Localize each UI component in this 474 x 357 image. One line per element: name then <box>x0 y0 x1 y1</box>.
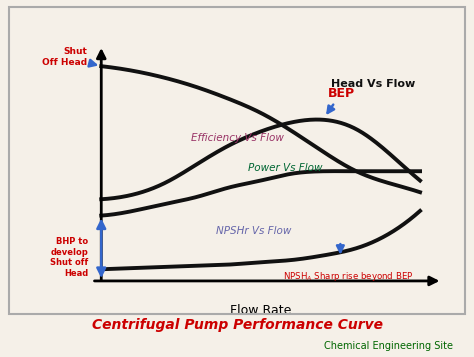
Text: NPSHr Vs Flow: NPSHr Vs Flow <box>216 226 292 236</box>
Text: BEP: BEP <box>328 86 355 113</box>
Text: Head Vs Flow: Head Vs Flow <box>331 79 415 89</box>
Text: Flow Rate: Flow Rate <box>230 304 292 317</box>
Text: BHP to
develop
Shut off
Head: BHP to develop Shut off Head <box>50 237 89 278</box>
Text: NPSH$_A$ Sharp rise beyond BEP: NPSH$_A$ Sharp rise beyond BEP <box>283 270 413 283</box>
Text: Shut
Off Head: Shut Off Head <box>42 47 96 66</box>
Text: Power Vs Flow: Power Vs Flow <box>248 163 322 173</box>
Text: Chemical Engineering Site: Chemical Engineering Site <box>324 341 453 351</box>
Text: Efficiency Vs Flow: Efficiency Vs Flow <box>191 133 283 143</box>
Text: Centrifugal Pump Performance Curve: Centrifugal Pump Performance Curve <box>91 318 383 332</box>
